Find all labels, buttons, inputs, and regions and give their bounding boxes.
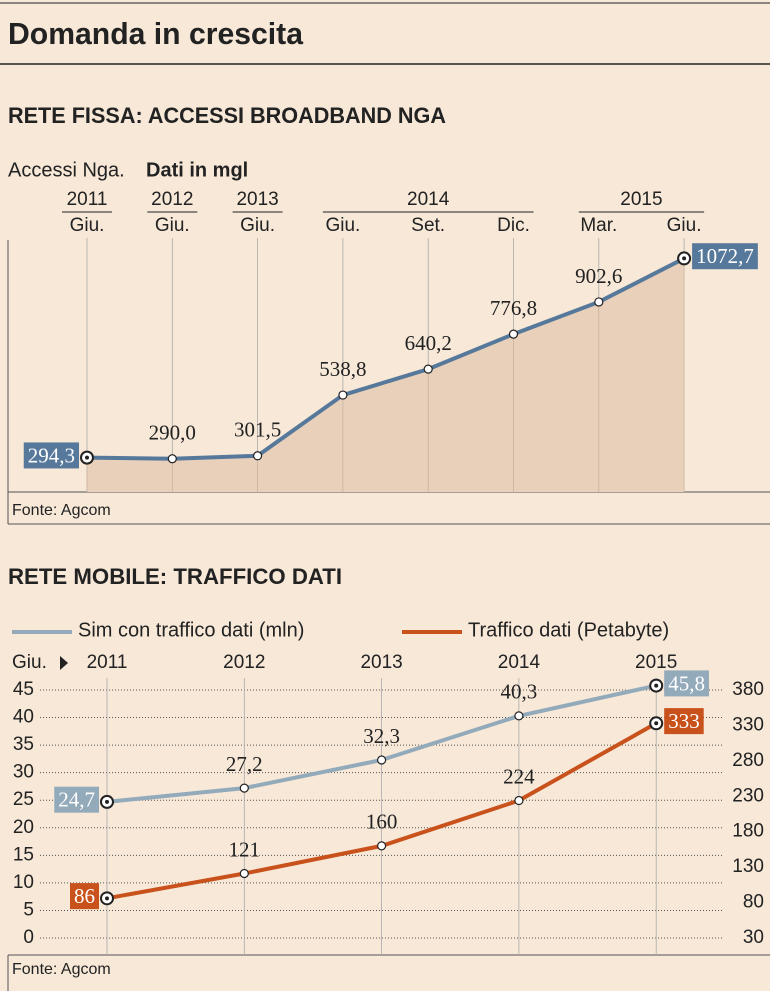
value-label-box [70,883,99,910]
value-label: 121 [229,837,261,861]
value-label: 294,3 [28,443,75,467]
y-tick-label: 30 [13,762,34,783]
legend-label: Sim con traffico dati (mln) [78,619,304,641]
x-tick-label: Dic. [497,215,530,236]
value-label: 301,5 [234,418,281,442]
marker [253,451,263,461]
value-label-box [664,670,709,697]
y-tick-label: 15 [13,844,34,865]
line [86,256,686,461]
subtitle: Accessi Nga. [8,159,125,181]
unit-note: Dati in mgl [146,159,248,181]
marker-dot [85,455,89,460]
year-label: 2012 [151,189,193,210]
y-tick-label: 25 [13,789,34,810]
marker-dot [682,256,687,261]
value-label: 32,3 [363,724,400,748]
x-tick-label: 2014 [498,652,541,673]
marker [514,795,524,806]
y-tick-label: 5 [23,899,34,920]
value-label: 1072,7 [696,244,754,268]
marker [239,868,249,879]
y2-tick-label: 380 [732,679,764,700]
y-tick-label: 10 [13,872,34,893]
x-tick-label: Giu. [70,215,105,236]
marker [338,390,348,400]
value-label: 45,8 [668,671,705,695]
x-tick-label: Giu. [325,215,360,236]
marker [167,454,177,464]
value-label-box [692,243,758,270]
value-label: 160 [366,810,398,834]
page-title: Domanda in crescita [8,16,304,51]
x-tick-label: 2011 [87,652,128,673]
y2-tick-label: 80 [743,892,764,913]
value-label: 290,0 [149,421,196,445]
marker-dot [105,896,109,901]
source: Fonte: Agcom [12,502,111,519]
x-tick-label: 2015 [635,652,677,673]
year-label: 2014 [407,189,450,210]
y-tick-label: 35 [13,734,34,755]
value-label: 24,7 [58,788,95,812]
y2-tick-label: 280 [732,750,764,771]
x-tick-label: 2012 [223,652,265,673]
value-label: 776,8 [490,296,537,320]
x-tick-label: Set. [411,215,445,236]
value-label: 538,8 [319,357,366,381]
y-tick-label: 20 [13,817,34,838]
y-tick-label: 0 [23,927,34,948]
marker [594,297,604,307]
value-label: 640,2 [405,331,452,355]
marker-dot [654,721,659,726]
y2-tick-label: 130 [732,856,764,877]
y-tick-label: 40 [13,707,34,728]
value-label: 86 [74,884,95,908]
y2-tick-label: 180 [732,821,764,842]
marker [377,841,387,851]
marker [423,364,433,374]
year-label: 2015 [620,189,662,210]
value-label: 27,2 [226,752,263,776]
y-tick-label: 45 [13,679,34,700]
year-label: 2013 [236,189,278,210]
x-tick-label: Mar. [580,215,617,236]
area [87,258,685,492]
marker [514,711,524,721]
source: Fonte: Agcom [12,961,111,978]
x-tick-label: Giu. [240,215,275,236]
value-label-box [23,442,79,469]
value-label: 902,6 [575,264,622,288]
marker [508,329,519,339]
x-tick-label: Giu. [155,215,190,236]
y2-tick-label: 230 [732,785,764,806]
section-title: RETE FISSA: ACCESSI BROADBAND NGA [8,103,446,128]
value-label: 40,3 [501,680,538,704]
value-label-box [54,786,99,813]
marker-dot [654,683,659,688]
x-tick-label: 2013 [360,652,402,673]
marker [239,783,249,793]
y2-tick-label: 330 [732,714,764,735]
x-axis-label: Giu. [12,652,47,673]
y2-tick-label: 30 [743,927,764,948]
marker [377,755,387,765]
year-label: 2011 [67,189,108,210]
value-label: 333 [668,709,700,733]
x-tick-label: Giu. [667,215,702,236]
arrow-icon [60,656,68,670]
marker-dot [105,799,109,804]
value-label-box [664,708,704,735]
value-label: 224 [503,764,535,788]
legend-label: Traffico dati (Petabyte) [468,619,669,641]
section-title: RETE MOBILE: TRAFFICO DATI [8,564,342,589]
